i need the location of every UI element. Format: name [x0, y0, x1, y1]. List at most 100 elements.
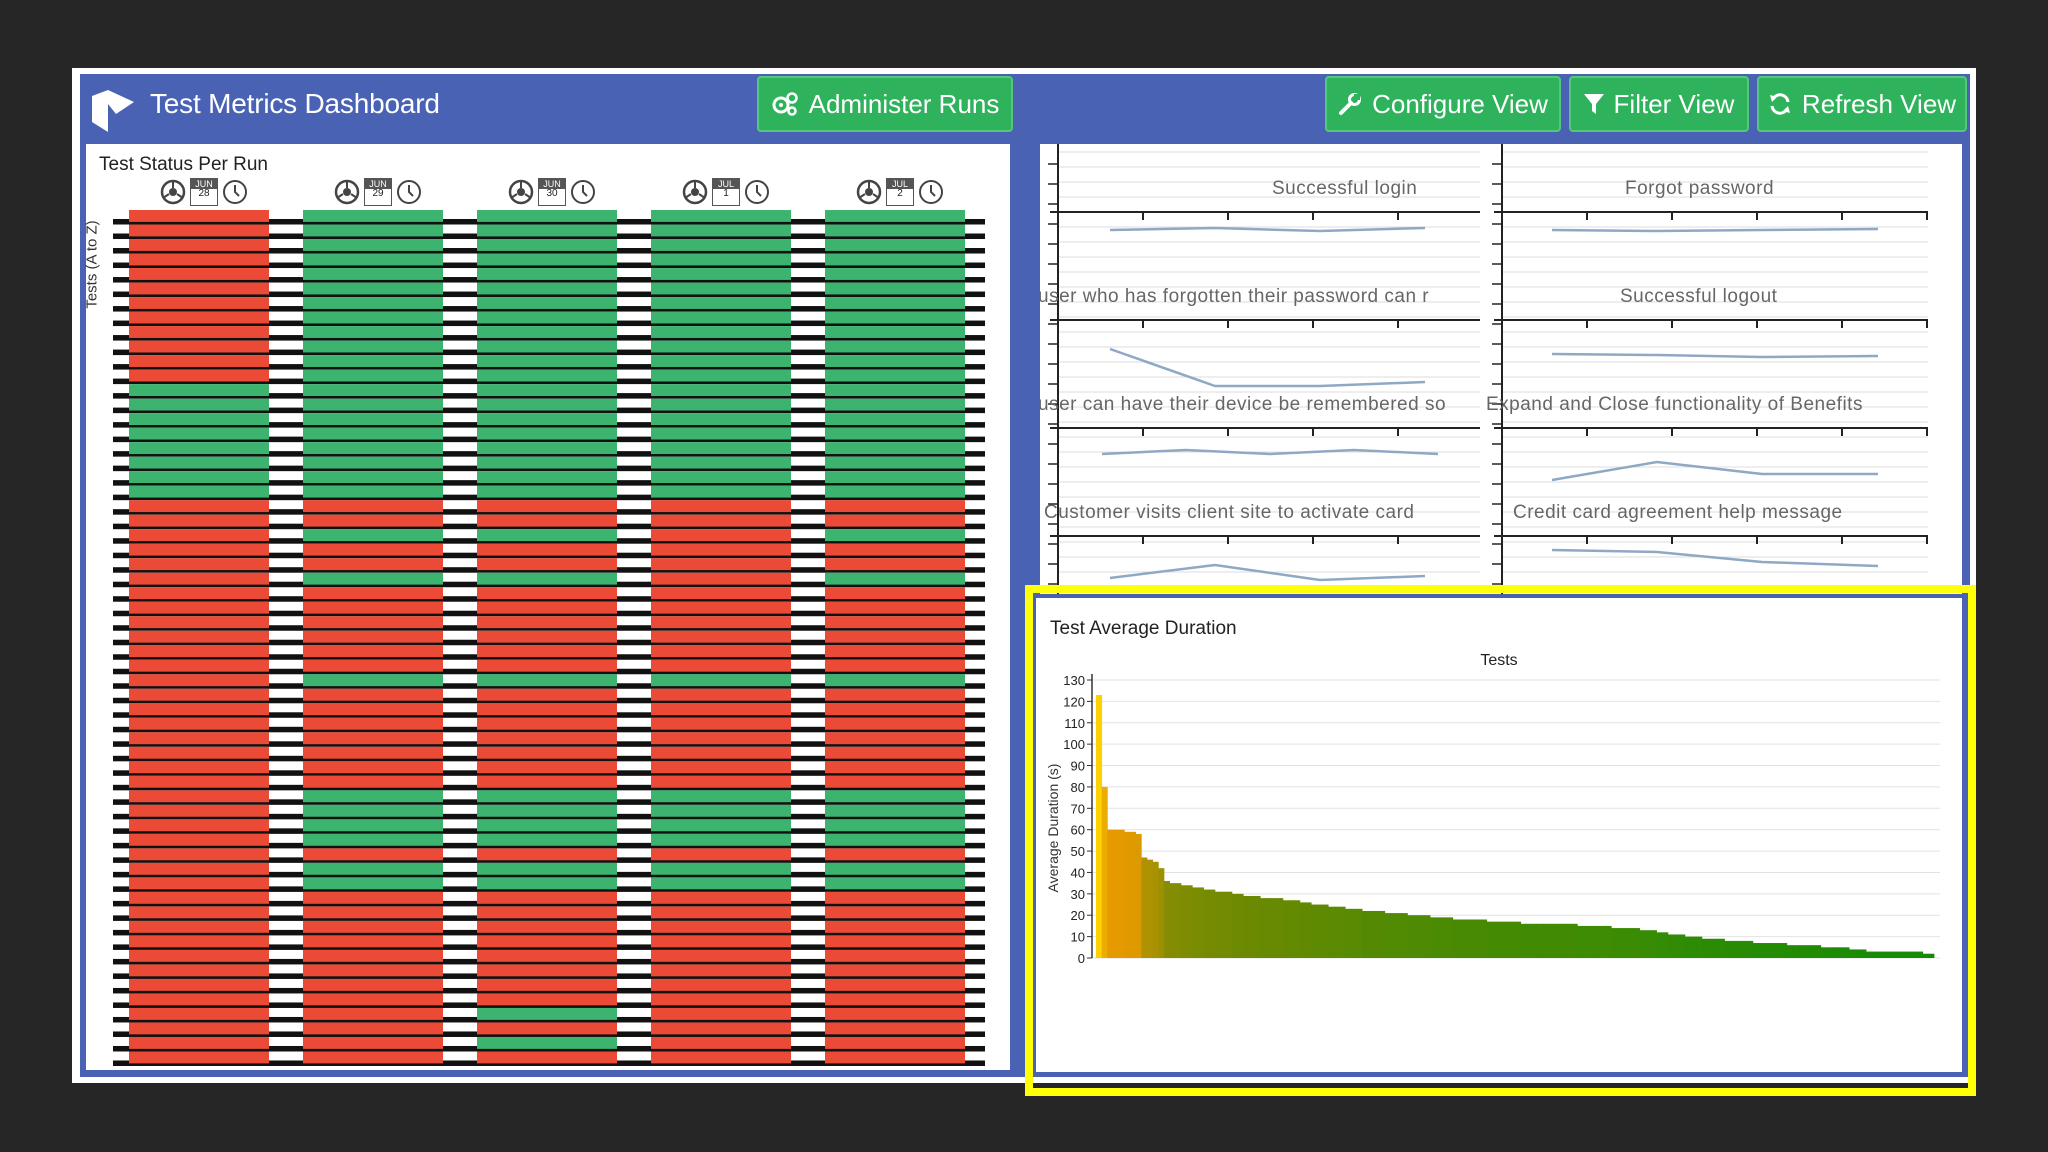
status-cell-fail[interactable] [651, 891, 791, 904]
duration-bar[interactable] [1837, 947, 1844, 958]
status-cell-fail[interactable] [129, 935, 269, 948]
duration-bar[interactable] [1282, 900, 1289, 958]
duration-bar[interactable] [1146, 859, 1154, 958]
duration-bar[interactable] [1701, 938, 1708, 958]
status-cell-pass[interactable] [477, 326, 617, 338]
duration-bar[interactable] [1599, 925, 1606, 958]
status-cell-fail[interactable] [825, 1036, 965, 1049]
duration-bar[interactable] [1786, 945, 1793, 958]
duration-bar[interactable] [1650, 930, 1657, 958]
status-cell-fail[interactable] [477, 601, 617, 614]
status-cell-fail[interactable] [129, 674, 269, 687]
status-cell-fail[interactable] [129, 601, 269, 614]
duration-bar[interactable] [1548, 923, 1556, 958]
status-cell-fail[interactable] [477, 1051, 617, 1064]
status-cell-pass[interactable] [825, 819, 965, 832]
duration-bar[interactable] [1803, 945, 1810, 958]
status-cell-pass[interactable] [303, 413, 443, 426]
duration-bar[interactable] [1481, 919, 1488, 958]
status-cell-fail[interactable] [129, 964, 269, 977]
duration-bar[interactable] [1679, 934, 1686, 958]
status-cell-fail[interactable] [129, 906, 269, 919]
duration-bar[interactable] [1214, 891, 1221, 958]
status-cell-fail[interactable] [477, 964, 617, 977]
duration-bar[interactable] [1430, 917, 1437, 958]
status-cell-pass[interactable] [825, 326, 965, 338]
status-cell-pass[interactable] [303, 529, 443, 542]
status-cell-fail[interactable] [303, 616, 443, 629]
status-cell-fail[interactable] [129, 311, 269, 324]
duration-bar[interactable] [1894, 951, 1901, 958]
duration-bar[interactable] [1101, 786, 1108, 958]
status-cell-pass[interactable] [303, 804, 443, 817]
status-cell-fail[interactable] [651, 529, 791, 542]
duration-bar[interactable] [1226, 891, 1233, 958]
status-cell-pass[interactable] [651, 311, 791, 324]
duration-bar[interactable] [1305, 902, 1312, 958]
trend-line[interactable] [1109, 226, 1426, 233]
duration-bar[interactable] [1509, 921, 1516, 958]
status-cell-pass[interactable] [651, 833, 791, 846]
duration-bar[interactable] [1492, 921, 1499, 958]
status-cell-fail[interactable] [825, 964, 965, 977]
duration-bar[interactable] [1531, 923, 1539, 958]
status-cell-fail[interactable] [129, 949, 269, 962]
duration-bar[interactable] [1866, 951, 1873, 958]
status-cell-fail[interactable] [303, 746, 443, 759]
duration-bar[interactable] [1192, 887, 1199, 958]
status-cell-pass[interactable] [651, 253, 791, 266]
status-cell-pass[interactable] [303, 369, 443, 382]
duration-bar[interactable] [1809, 945, 1816, 958]
trend-line[interactable] [1101, 448, 1439, 456]
duration-bar[interactable] [1883, 951, 1890, 958]
status-cell-fail[interactable] [303, 1007, 443, 1020]
trend-line[interactable] [1109, 563, 1426, 582]
status-cell-pass[interactable] [303, 442, 443, 455]
status-cell-pass[interactable] [825, 485, 965, 498]
duration-bar[interactable] [1820, 947, 1827, 958]
status-cell-pass[interactable] [651, 268, 791, 280]
status-cell-fail[interactable] [477, 703, 617, 716]
status-cell-fail[interactable] [825, 688, 965, 701]
status-cell-fail[interactable] [651, 906, 791, 919]
status-cell-pass[interactable] [651, 210, 791, 222]
duration-bar[interactable] [1713, 938, 1720, 958]
status-cell-fail[interactable] [303, 775, 443, 788]
status-cell-pass[interactable] [303, 485, 443, 498]
status-cell-pass[interactable] [303, 674, 443, 687]
status-cell-fail[interactable] [651, 978, 791, 991]
status-cell-pass[interactable] [303, 224, 443, 237]
status-cell-pass[interactable] [825, 427, 965, 440]
status-cell-fail[interactable] [651, 717, 791, 730]
duration-bar[interactable] [1741, 940, 1748, 958]
status-cell-pass[interactable] [303, 456, 443, 469]
status-cell-fail[interactable] [825, 732, 965, 745]
duration-bar[interactable] [1260, 898, 1267, 958]
status-cell-pass[interactable] [477, 210, 617, 222]
status-cell-pass[interactable] [651, 398, 791, 411]
duration-bar[interactable] [1922, 953, 1929, 958]
duration-bar[interactable] [1401, 913, 1408, 958]
duration-bar[interactable] [1843, 947, 1850, 958]
duration-bar[interactable] [1254, 895, 1261, 958]
status-cell-fail[interactable] [303, 587, 443, 600]
duration-bar[interactable] [1135, 833, 1142, 958]
status-cell-fail[interactable] [303, 514, 443, 527]
duration-bar[interactable] [1163, 881, 1171, 958]
status-cell-fail[interactable] [651, 1051, 791, 1064]
duration-bar[interactable] [1871, 951, 1878, 958]
duration-bar[interactable] [1503, 921, 1510, 958]
duration-bar[interactable] [1815, 945, 1822, 958]
duration-bar[interactable] [1096, 694, 1103, 958]
status-cell-pass[interactable] [825, 311, 965, 324]
status-cell-fail[interactable] [129, 587, 269, 600]
duration-bar[interactable] [1662, 932, 1669, 958]
duration-bar[interactable] [1764, 943, 1771, 958]
duration-bar[interactable] [1299, 902, 1306, 958]
status-cell-fail[interactable] [825, 601, 965, 614]
duration-bar[interactable] [1373, 910, 1380, 958]
trend-line[interactable] [1551, 460, 1878, 482]
status-cell-pass[interactable] [651, 224, 791, 237]
status-cell-fail[interactable] [825, 1022, 965, 1035]
duration-bar[interactable] [1633, 928, 1640, 958]
